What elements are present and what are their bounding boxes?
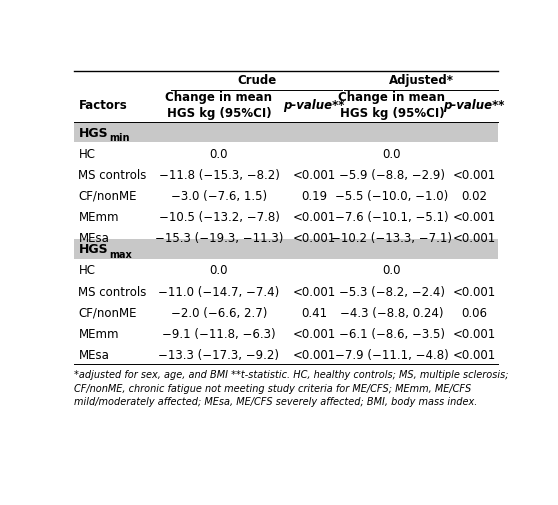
Text: −6.1 (−8.6, −3.5): −6.1 (−8.6, −3.5): [339, 327, 445, 340]
Text: 0.0: 0.0: [210, 147, 228, 161]
Text: CF/nonME: CF/nonME: [78, 189, 137, 203]
Text: <0.001: <0.001: [453, 211, 496, 223]
Bar: [74, 239, 498, 260]
Text: 0.0: 0.0: [383, 264, 401, 277]
Text: <0.001: <0.001: [292, 285, 336, 298]
Text: HC: HC: [78, 264, 95, 277]
Text: <0.001: <0.001: [292, 348, 336, 361]
Text: 0.02: 0.02: [461, 189, 487, 203]
Text: −11.8 (−15.3, −8.2): −11.8 (−15.3, −8.2): [158, 169, 280, 181]
Text: p-value**: p-value**: [444, 99, 505, 112]
Text: max: max: [109, 249, 132, 259]
Text: MEmm: MEmm: [78, 211, 119, 223]
Text: 0.41: 0.41: [301, 306, 327, 319]
Text: −5.9 (−8.8, −2.9): −5.9 (−8.8, −2.9): [339, 169, 445, 181]
Text: −15.3 (−19.3, −11.3): −15.3 (−19.3, −11.3): [155, 231, 283, 244]
Text: <0.001: <0.001: [292, 169, 336, 181]
Text: MEsa: MEsa: [78, 348, 109, 361]
Text: p-value**: p-value**: [283, 99, 345, 112]
Text: −3.0 (−7.6, 1.5): −3.0 (−7.6, 1.5): [171, 189, 267, 203]
Text: min: min: [109, 133, 130, 142]
Text: −4.3 (−8.8, 0.24): −4.3 (−8.8, 0.24): [340, 306, 444, 319]
Text: −5.3 (−8.2, −2.4): −5.3 (−8.2, −2.4): [339, 285, 445, 298]
Text: <0.001: <0.001: [453, 231, 496, 244]
Text: MEsa: MEsa: [78, 231, 109, 244]
Text: 0.06: 0.06: [461, 306, 487, 319]
Text: −7.9 (−11.1, −4.8): −7.9 (−11.1, −4.8): [335, 348, 449, 361]
Text: <0.001: <0.001: [453, 327, 496, 340]
Text: HGS: HGS: [78, 243, 108, 256]
Text: Change in mean
HGS kg (95%CI): Change in mean HGS kg (95%CI): [165, 91, 272, 120]
Text: MEmm: MEmm: [78, 327, 119, 340]
Text: −13.3 (−17.3, −9.2): −13.3 (−17.3, −9.2): [158, 348, 280, 361]
Text: −2.0 (−6.6, 2.7): −2.0 (−6.6, 2.7): [171, 306, 267, 319]
Text: −7.6 (−10.1, −5.1): −7.6 (−10.1, −5.1): [335, 211, 449, 223]
Text: HC: HC: [78, 147, 95, 161]
Bar: [74, 123, 498, 143]
Text: −9.1 (−11.8, −6.3): −9.1 (−11.8, −6.3): [162, 327, 276, 340]
Text: CF/nonME: CF/nonME: [78, 306, 137, 319]
Text: Factors: Factors: [78, 99, 127, 112]
Text: 0.0: 0.0: [210, 264, 228, 277]
Text: MS controls: MS controls: [78, 169, 147, 181]
Text: Crude: Crude: [237, 74, 276, 86]
Text: <0.001: <0.001: [292, 211, 336, 223]
Text: <0.001: <0.001: [292, 231, 336, 244]
Text: −11.0 (−14.7, −7.4): −11.0 (−14.7, −7.4): [158, 285, 280, 298]
Text: MS controls: MS controls: [78, 285, 147, 298]
Text: Adjusted*: Adjusted*: [388, 74, 454, 86]
Text: −10.5 (−13.2, −7.8): −10.5 (−13.2, −7.8): [158, 211, 280, 223]
Text: <0.001: <0.001: [453, 169, 496, 181]
Text: Change in mean
HGS kg (95%CI): Change in mean HGS kg (95%CI): [338, 91, 445, 120]
Text: <0.001: <0.001: [292, 327, 336, 340]
Text: <0.001: <0.001: [453, 348, 496, 361]
Text: 0.0: 0.0: [383, 147, 401, 161]
Text: −5.5 (−10.0, −1.0): −5.5 (−10.0, −1.0): [335, 189, 449, 203]
Text: 0.19: 0.19: [301, 189, 327, 203]
Text: −10.2 (−13.3, −7.1): −10.2 (−13.3, −7.1): [331, 231, 453, 244]
Text: *adjusted for sex, age, and BMI **t-statistic. HC, healthy controls; MS, multipl: *adjusted for sex, age, and BMI **t-stat…: [74, 370, 508, 406]
Text: <0.001: <0.001: [453, 285, 496, 298]
Text: HGS: HGS: [78, 126, 108, 139]
